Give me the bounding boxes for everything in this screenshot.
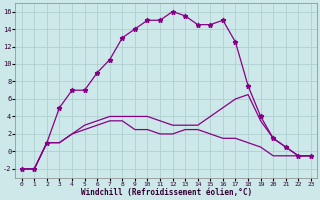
X-axis label: Windchill (Refroidissement éolien,°C): Windchill (Refroidissement éolien,°C) [81,188,252,197]
